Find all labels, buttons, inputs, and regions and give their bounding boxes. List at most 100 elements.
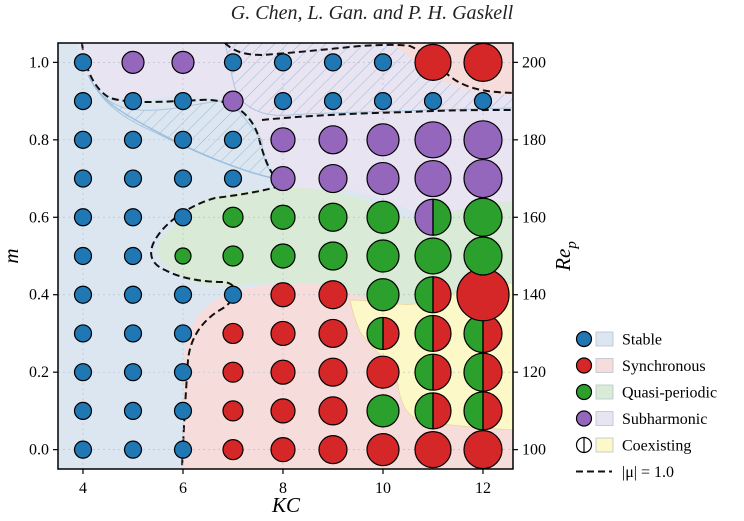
legend-item: Stable	[575, 330, 662, 349]
marker-Q	[318, 202, 348, 232]
marker-H	[463, 158, 503, 199]
marker-Q	[222, 245, 244, 267]
marker-H	[414, 159, 452, 198]
legend-item: Quasi-periodic	[575, 383, 717, 402]
y-tick-label: 0.6	[29, 209, 49, 226]
marker-Q	[270, 204, 296, 230]
y-tick-label: 0.4	[29, 287, 49, 304]
marker-Y	[270, 398, 296, 424]
legend-patch	[595, 437, 614, 453]
marker-Y	[270, 437, 296, 463]
x-axis-ticks: 4 6 8 10 12	[79, 469, 491, 497]
x-tick-label: 10	[375, 480, 391, 497]
marker-S	[123, 130, 143, 149]
marker-S	[223, 285, 243, 304]
marker-S	[73, 169, 93, 188]
marker-S	[73, 324, 93, 343]
legend-marker	[575, 410, 593, 427]
marker-S	[123, 363, 143, 382]
marker-H	[318, 163, 348, 194]
marker-S	[73, 208, 93, 227]
marker-S	[173, 169, 193, 188]
marker-S	[373, 91, 393, 111]
marker-S	[173, 91, 193, 111]
marker-S	[173, 130, 193, 149]
x-tick-label: 12	[475, 480, 491, 497]
marker-H	[463, 120, 503, 160]
marker-S	[473, 91, 493, 111]
marker-coexisting	[414, 198, 452, 236]
marker-S	[223, 53, 243, 72]
marker-S	[123, 401, 143, 421]
marker-Q	[463, 197, 503, 237]
legend-label: Synchronous	[622, 358, 706, 375]
marker-Q	[318, 241, 348, 271]
y2-axis-label: Rep	[551, 241, 580, 272]
marker-H	[414, 121, 452, 159]
y2-tick-label: 160	[522, 209, 546, 226]
marker-S	[223, 169, 243, 188]
legend-label: Subharmonic	[622, 411, 707, 428]
marker-Y	[456, 268, 510, 322]
marker-Q	[414, 237, 452, 275]
marker-Y	[366, 433, 400, 467]
y-axis-ticks: 0.0 0.2 0.4 0.6 0.8 1.0	[29, 54, 58, 459]
x-tick-label: 4	[79, 480, 87, 497]
y2-axis-ticks: 100 120 140 160 180 200	[513, 54, 546, 459]
legend-patch	[595, 331, 614, 347]
legend-patch	[595, 358, 614, 373]
marker-Y	[318, 357, 348, 387]
marker-S	[123, 440, 143, 459]
marker-Y	[222, 361, 244, 383]
marker-S	[173, 285, 193, 304]
marker-Y	[318, 280, 348, 310]
legend-marker	[575, 357, 593, 374]
marker-H	[270, 127, 296, 153]
marker-H	[222, 90, 244, 112]
marker-Y	[222, 322, 244, 345]
marker-H	[270, 165, 296, 192]
marker-coexisting	[414, 314, 452, 353]
marker-Y	[270, 359, 296, 385]
marker-Q	[366, 394, 400, 428]
marker-Q	[174, 247, 192, 265]
legend-item: Subharmonic	[575, 410, 707, 428]
marker-layer	[73, 42, 510, 470]
marker-S	[73, 285, 93, 304]
y2-tick-label: 180	[522, 132, 546, 149]
marker-S	[173, 401, 193, 421]
stable-boundary-curve	[87, 74, 283, 181]
marker-S	[73, 246, 93, 266]
marker-Y	[270, 282, 296, 308]
stable-hatched-region	[87, 74, 281, 181]
marker-S	[73, 91, 93, 111]
marker-S	[123, 285, 143, 304]
legend-item: Coexisting	[575, 436, 691, 455]
marker-Q	[222, 206, 244, 228]
marker-S	[173, 440, 193, 459]
marker-coexisting	[463, 391, 503, 431]
marker-Q	[463, 236, 503, 276]
marker-S	[373, 53, 393, 72]
marker-S	[123, 246, 143, 266]
legend-label: Coexisting	[622, 438, 691, 455]
marker-S	[123, 91, 143, 111]
y2-tick-label: 140	[522, 287, 546, 304]
plot-frame	[57, 42, 514, 470]
marker-S	[273, 53, 293, 72]
marker-S	[123, 169, 143, 188]
legend: Stable Synchronous Quasi-periodic Subharmon…	[575, 330, 717, 481]
legend-marker	[575, 383, 593, 401]
marker-S	[73, 401, 93, 421]
legend-patch	[595, 384, 614, 400]
marker-S	[73, 363, 93, 382]
marker-Q	[270, 243, 296, 269]
marker-coexisting	[414, 392, 452, 430]
marker-S	[223, 130, 243, 149]
y2-tick-label: 100	[522, 442, 546, 459]
marker-H	[366, 161, 400, 196]
y2-tick-label: 200	[522, 54, 546, 71]
legend-marker	[575, 330, 593, 348]
marker-S	[73, 440, 93, 459]
